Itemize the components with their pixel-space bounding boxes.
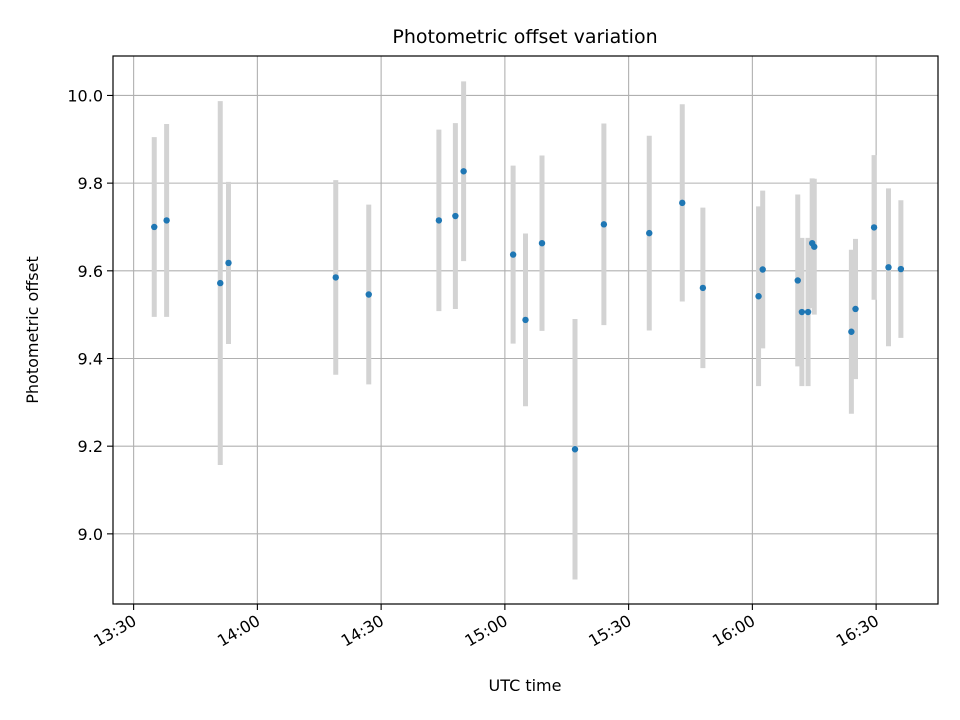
data-point [571,446,579,453]
data-point [646,229,653,237]
data-point [217,279,224,287]
data-point [885,264,892,271]
data-point [365,291,372,298]
data-point [600,221,608,228]
y-tick-label: 10.0 [67,86,103,105]
x-axis: 13:30 14:00 14:30 15:00 15:30 16:00 16:30 [90,604,882,651]
x-tick-label: 15:00 [461,611,510,651]
data-point [798,308,806,316]
data-point [332,274,339,281]
data-point [811,243,818,250]
y-tick-label: 9.2 [78,437,103,456]
x-tick-label: 15:30 [585,611,634,651]
x-tick-label: 16:30 [833,611,882,651]
chart-title: Photometric offset variation [392,26,657,48]
data-point [151,223,158,231]
y-tick-label: 9.6 [78,262,103,281]
plot-area-frame [112,55,939,605]
data-point [804,308,812,316]
data-point [679,199,686,207]
data-point [225,259,232,267]
data-point [163,217,170,224]
data-point [522,316,529,324]
x-tick-label: 14:00 [214,611,263,651]
data-point [759,266,766,273]
data-points [151,168,905,453]
data-point [848,328,855,335]
data-point [897,265,905,273]
data-point [852,305,859,313]
y-tick-label: 9.8 [78,174,103,193]
x-tick-label: 16:00 [709,611,758,651]
x-axis-title: UTC time [489,676,562,695]
data-point [452,212,459,220]
data-point [538,239,546,247]
data-point [794,277,801,284]
data-point [460,168,467,175]
data-point [755,293,762,300]
x-tick-label: 13:30 [90,611,139,651]
y-tick-label: 9.4 [78,349,103,368]
y-axis: 9.0 9.2 9.4 9.6 9.8 10.0 [67,86,113,544]
data-point [870,224,878,231]
x-tick-label: 14:30 [338,611,387,651]
data-point [699,284,707,292]
y-tick-label: 9.0 [78,525,103,544]
y-axis-title: Photometric offset [23,256,42,404]
data-point [509,251,517,258]
errorbars [151,81,904,580]
data-point [435,217,443,224]
